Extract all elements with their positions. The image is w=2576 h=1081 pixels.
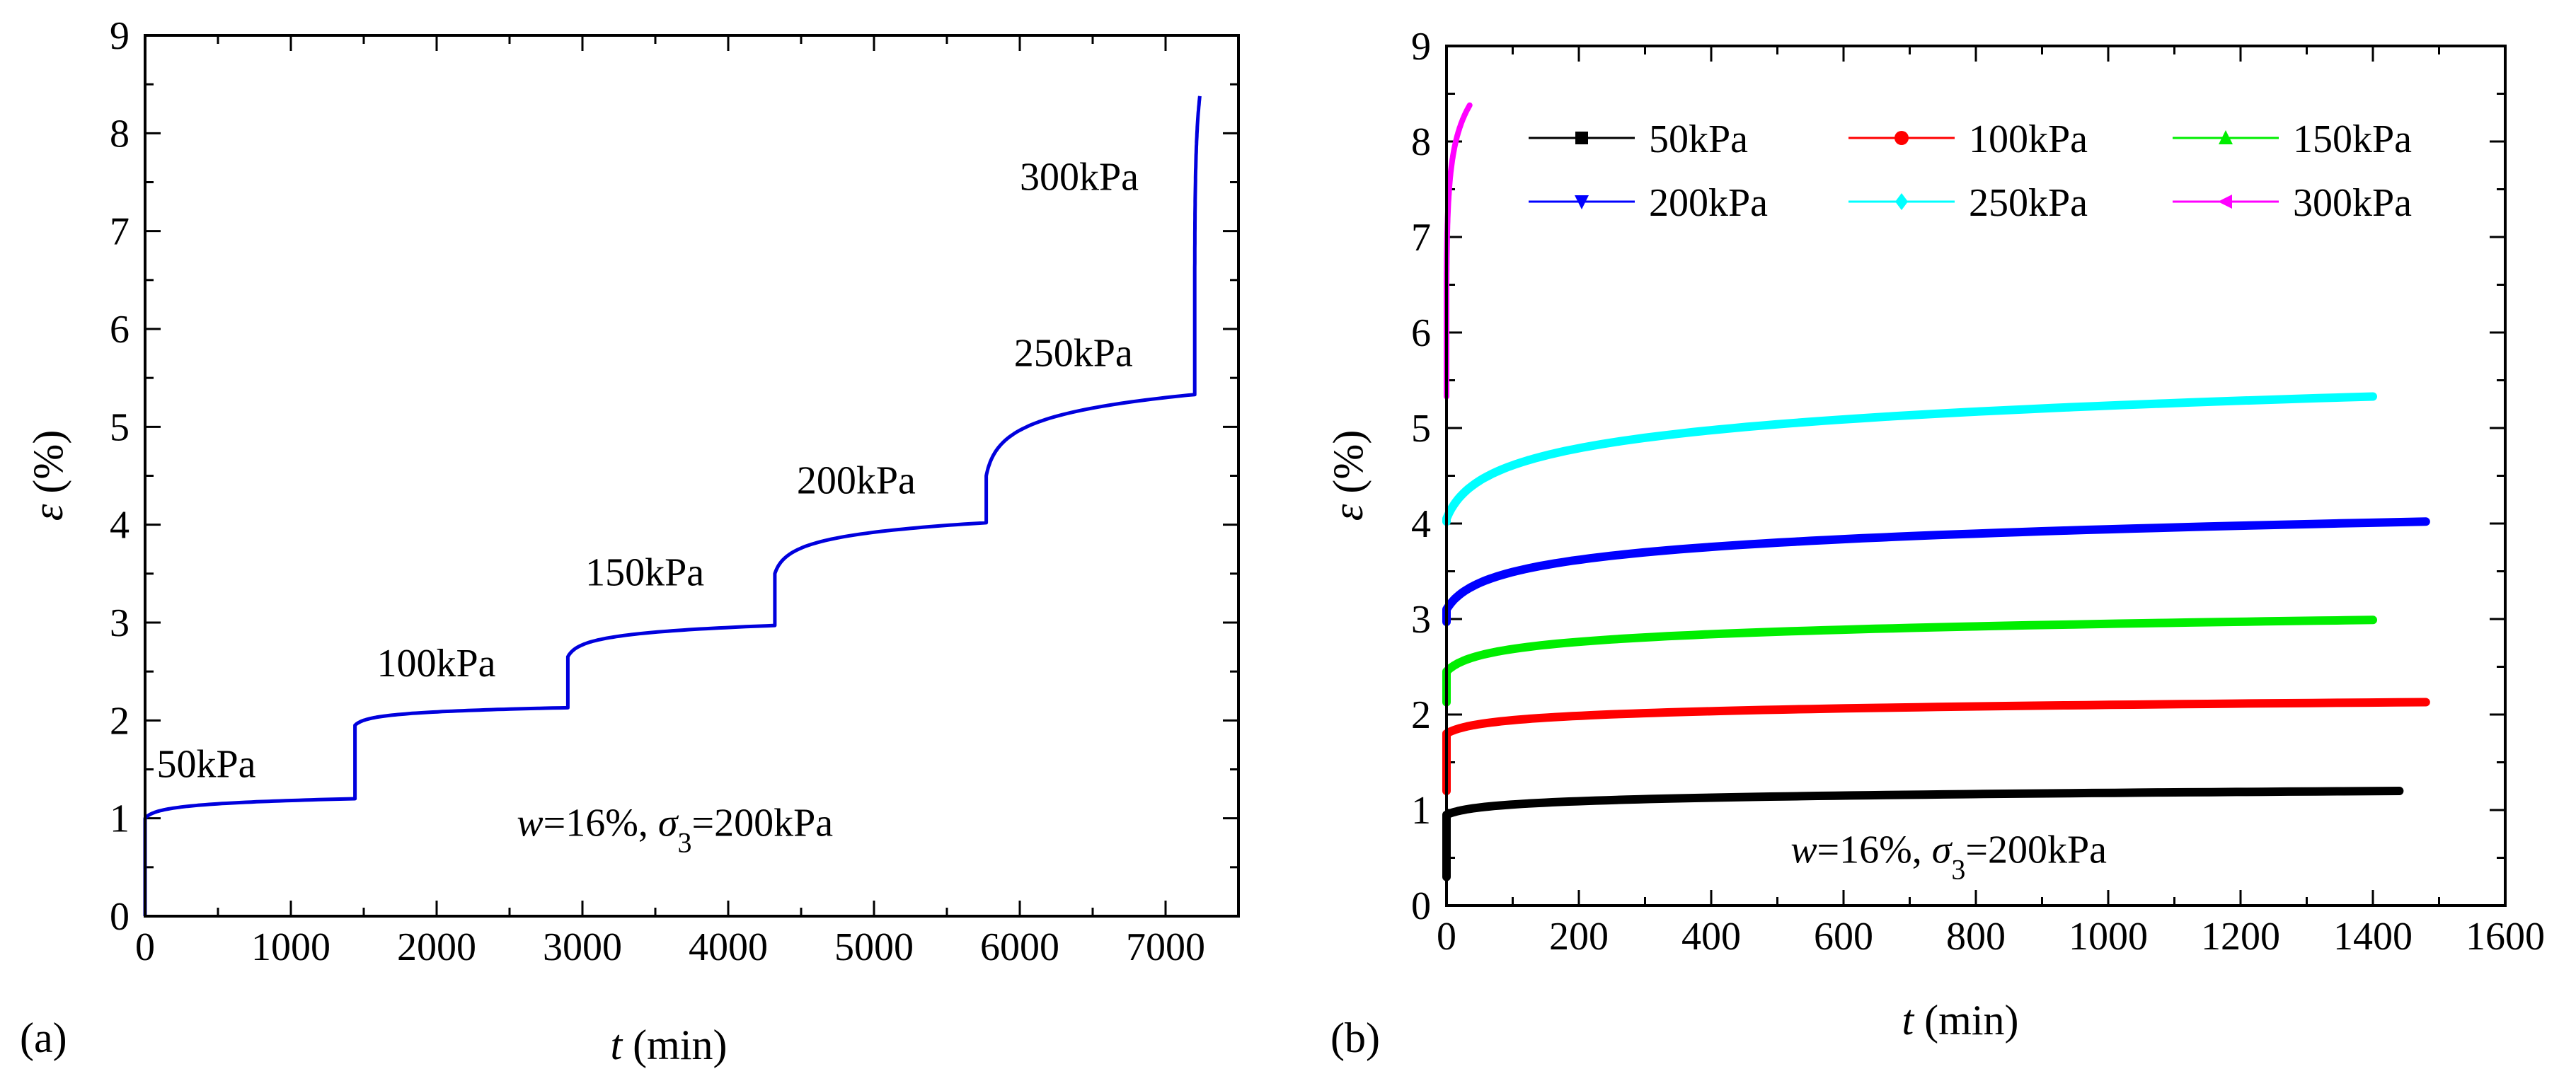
b-xtick-label: 600 bbox=[1814, 915, 1873, 959]
b-xtick-label: 1400 bbox=[2333, 915, 2413, 959]
b-ytick-label: 4 bbox=[1411, 502, 1431, 546]
b-ytick-label: 8 bbox=[1411, 120, 1431, 164]
a-ytick-label: 4 bbox=[110, 504, 130, 548]
b-series-line-0 bbox=[1442, 787, 2404, 881]
a-xtick-label: 3000 bbox=[543, 925, 622, 969]
b-legend-marker bbox=[1575, 195, 1589, 209]
a-ytick-label: 7 bbox=[110, 210, 130, 254]
a-condition-note: w=16%, σ3=200kPa bbox=[517, 802, 833, 859]
b-legend-marker bbox=[2218, 195, 2232, 209]
b-legend-label: 300kPa bbox=[2293, 181, 2412, 225]
b-legend-label: 150kPa bbox=[2293, 117, 2412, 161]
a-stage-label: 300kPa bbox=[1020, 156, 1139, 200]
a-xtick-label: 6000 bbox=[980, 925, 1059, 969]
a-ytick-label: 6 bbox=[110, 308, 130, 352]
a-xtick-label: 7000 bbox=[1126, 925, 1205, 969]
b-x-axis-label: t (min) bbox=[1902, 997, 2019, 1044]
a-plot-frame bbox=[144, 34, 1240, 918]
b-xtick-label: 400 bbox=[1681, 915, 1741, 959]
a-annotations: 50kPa 100kPa 150kPa 200kPa 250kPa 300kPa bbox=[156, 156, 1139, 787]
a-ticks: 0 1000 2000 3000 4000 5000 6000 7000 0 1 2 3 4 5 6 7 8 9 bbox=[110, 14, 1238, 969]
b-legend-label: 50kPa bbox=[1649, 117, 1748, 161]
a-xtick-label: 0 bbox=[135, 925, 155, 969]
b-xtick-label: 1000 bbox=[2069, 915, 2148, 959]
a-xtick-label: 1000 bbox=[251, 925, 330, 969]
b-ytick-label: 2 bbox=[1411, 693, 1431, 737]
a-ytick-label: 0 bbox=[110, 895, 130, 939]
b-legend-label: 250kPa bbox=[1969, 181, 2088, 225]
b-y-axis-label: ε (%) bbox=[1325, 430, 1372, 521]
b-ytick-label: 9 bbox=[1411, 25, 1431, 69]
a-stage-label: 250kPa bbox=[1014, 332, 1133, 376]
b-series-line-3 bbox=[1442, 517, 2430, 626]
b-series-line-4 bbox=[1442, 392, 2377, 526]
a-stage-label: 150kPa bbox=[585, 550, 704, 594]
a-xtick-label: 5000 bbox=[834, 925, 914, 969]
a-panel-label: (a) bbox=[20, 1014, 67, 1061]
b-series-line-2 bbox=[1442, 615, 2377, 707]
b-xtick-label: 1600 bbox=[2466, 915, 2545, 959]
b-ytick-label: 1 bbox=[1411, 789, 1431, 833]
a-xtick-label: 4000 bbox=[689, 925, 768, 969]
a-ytick-label: 1 bbox=[110, 797, 130, 841]
b-ytick-label: 5 bbox=[1411, 407, 1431, 451]
a-ytick-label: 9 bbox=[110, 14, 130, 58]
a-stage-label: 200kPa bbox=[797, 458, 916, 502]
b-legend-label: 100kPa bbox=[1969, 117, 2088, 161]
panel-b: 0 200 400 600 800 1000 1200 1400 16000123456789 … bbox=[1325, 25, 2545, 1061]
b-series-line-1 bbox=[1442, 698, 2430, 795]
b-ytick-label: 7 bbox=[1411, 216, 1431, 260]
a-ytick-label: 2 bbox=[110, 699, 130, 743]
b-xtick-label: 800 bbox=[1946, 915, 2006, 959]
b-condition-note: w=16%, σ3=200kPa bbox=[1790, 828, 2107, 885]
b-ticks: 0 200 400 600 800 1000 1200 1400 1600 0 1 2 3 4 5 6 7 8 9 bbox=[1411, 25, 2545, 959]
a-series-layer bbox=[143, 96, 1202, 916]
b-xtick-label: 1200 bbox=[2201, 915, 2280, 959]
a-series-line bbox=[143, 96, 1202, 916]
b-legend-marker bbox=[2219, 130, 2233, 144]
b-ytick-label: 0 bbox=[1411, 884, 1431, 928]
b-legend-marker bbox=[1575, 132, 1588, 144]
b-xtick-label: 0 bbox=[1437, 915, 1456, 959]
a-x-axis-label: t (min) bbox=[611, 1022, 728, 1068]
b-plot-frame bbox=[1445, 45, 2507, 907]
a-stage-label: 50kPa bbox=[156, 743, 255, 787]
b-legend: 50kPa 100kPa 150kPa 200kPa 250kPa 300kPa bbox=[1529, 117, 2412, 225]
a-y-axis-label: ε (%) bbox=[25, 430, 71, 521]
a-stage-label: 100kPa bbox=[377, 642, 496, 686]
b-panel-label: (b) bbox=[1330, 1014, 1380, 1061]
b-xtick-label: 200 bbox=[1549, 915, 1609, 959]
a-xtick-label: 2000 bbox=[397, 925, 476, 969]
a-ytick-label: 5 bbox=[110, 405, 130, 449]
b-series-line-5 bbox=[1444, 102, 1473, 400]
b-legend-marker bbox=[1894, 131, 1909, 145]
b-series-layer bbox=[1442, 102, 2430, 881]
a-ytick-label: 3 bbox=[110, 601, 130, 645]
b-legend-label: 200kPa bbox=[1649, 181, 1768, 225]
b-legend-marker bbox=[1895, 193, 1908, 210]
panel-a: 0 1000 2000 3000 4000 5000 6000 70000123456789 … bbox=[20, 14, 1240, 1068]
b-ytick-label: 3 bbox=[1411, 598, 1431, 642]
b-ytick-label: 6 bbox=[1411, 311, 1431, 355]
a-ytick-label: 8 bbox=[110, 112, 130, 156]
